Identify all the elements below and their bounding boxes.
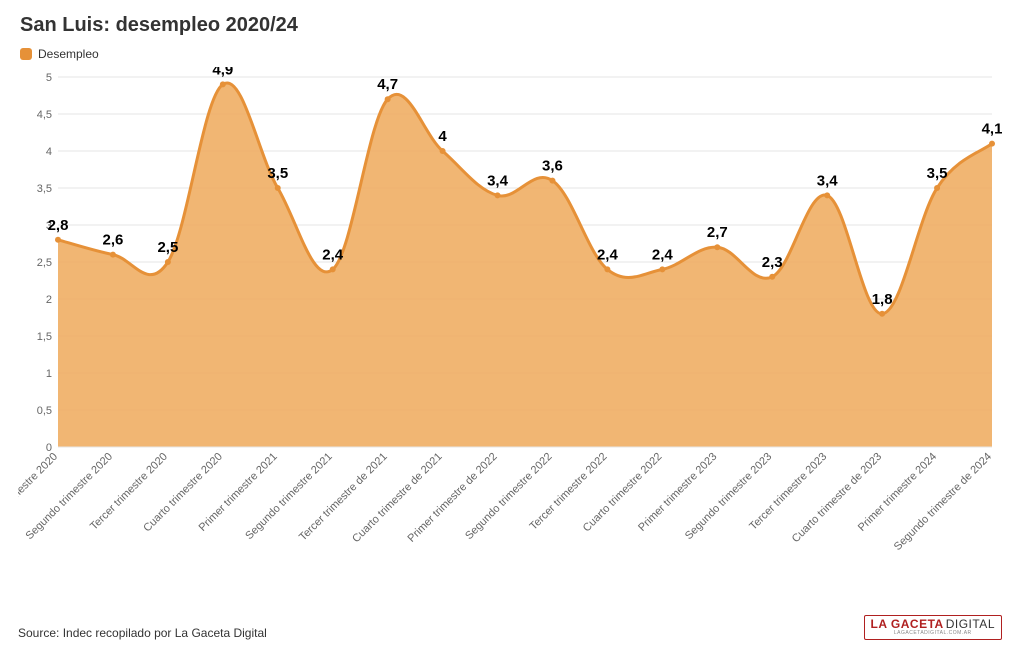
svg-text:Cuarto trimestre de 2023: Cuarto trimestre de 2023 [790, 451, 885, 546]
svg-text:3,4: 3,4 [817, 172, 839, 189]
svg-text:3,6: 3,6 [542, 158, 563, 175]
svg-text:Primer trimestre de 2022: Primer trimestre de 2022 [406, 451, 500, 545]
legend-marker [20, 48, 32, 60]
area-chart-svg: 00,511,522,533,544,552,82,62,54,93,52,44… [18, 67, 1002, 557]
source-text: Source: Indec recopilado por La Gaceta D… [18, 626, 267, 640]
svg-text:3,5: 3,5 [37, 183, 52, 195]
chart-title: San Luis: desempleo 2020/24 [20, 14, 1002, 37]
svg-text:4,9: 4,9 [212, 67, 233, 78]
svg-text:Cuarto trimestre de 2021: Cuarto trimestre de 2021 [350, 451, 445, 546]
svg-text:1,5: 1,5 [37, 331, 52, 343]
svg-text:2,3: 2,3 [762, 254, 783, 271]
svg-text:2,4: 2,4 [652, 246, 674, 263]
chart-area: 00,511,522,533,544,552,82,62,54,93,52,44… [18, 67, 1002, 557]
brand-line1a: LA GACETA [871, 617, 944, 631]
legend-label: Desempleo [38, 47, 99, 61]
svg-text:3,5: 3,5 [267, 165, 288, 182]
svg-text:Tercer trimestre de 2021: Tercer trimestre de 2021 [297, 451, 390, 544]
svg-text:3,4: 3,4 [487, 172, 509, 189]
svg-text:2,5: 2,5 [37, 257, 52, 269]
svg-text:1,8: 1,8 [872, 291, 893, 308]
svg-text:0,5: 0,5 [37, 405, 52, 417]
svg-text:1: 1 [46, 368, 52, 380]
brand-line2: LAGACETADIGITAL.COM.AR [871, 631, 995, 636]
svg-text:2,8: 2,8 [48, 217, 69, 234]
svg-text:4,1: 4,1 [982, 121, 1002, 138]
svg-text:Segundo trimestre de 2024: Segundo trimestre de 2024 [892, 451, 994, 553]
svg-text:4,5: 4,5 [37, 109, 52, 121]
svg-text:2,4: 2,4 [597, 246, 619, 263]
svg-text:4: 4 [438, 128, 447, 145]
svg-text:2,4: 2,4 [322, 246, 344, 263]
svg-text:2,7: 2,7 [707, 224, 728, 241]
svg-text:4,7: 4,7 [377, 76, 398, 93]
svg-text:2,6: 2,6 [103, 232, 124, 249]
brand-line1b: DIGITAL [946, 617, 995, 631]
svg-text:4: 4 [46, 146, 52, 158]
svg-text:3,5: 3,5 [927, 165, 948, 182]
svg-text:2: 2 [46, 294, 52, 306]
brand-badge: LA GACETADIGITAL LAGACETADIGITAL.COM.AR [864, 615, 1002, 640]
legend: Desempleo [20, 47, 1002, 61]
svg-text:5: 5 [46, 72, 52, 84]
svg-text:2,5: 2,5 [157, 239, 178, 256]
